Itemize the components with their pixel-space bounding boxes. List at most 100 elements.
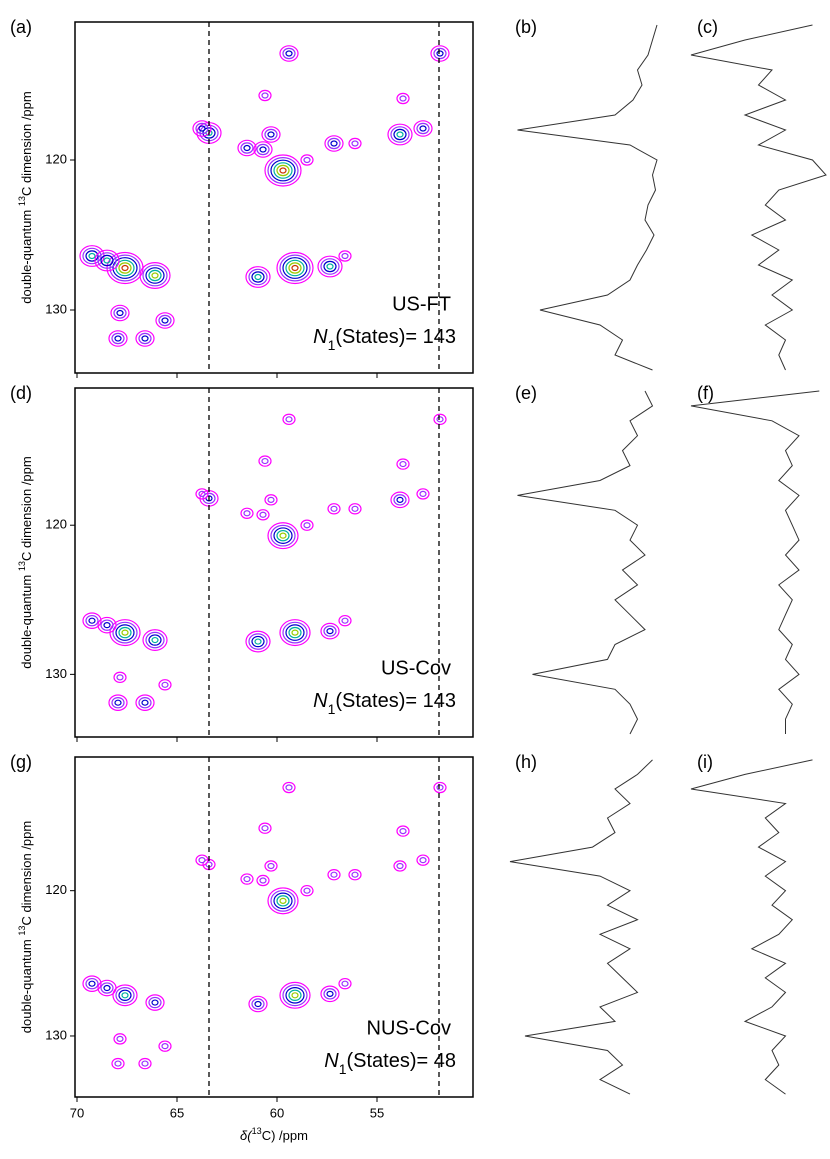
contour-ring [317,255,343,278]
contour-ring [139,262,171,290]
contour-ring [288,989,302,1001]
contour-ring [111,696,125,709]
contour-ring [110,304,130,322]
contour-ring [145,994,165,1011]
x-tick-label: 65 [170,1105,184,1120]
contour-ring [436,50,444,57]
peak [279,981,311,1009]
contour-ring [121,992,129,999]
contour-ring [348,868,362,881]
peak [282,413,296,426]
text-part: 1 [328,337,336,353]
peak [158,1040,172,1052]
peak [396,458,410,470]
contour-ring [112,984,138,1007]
peak [338,614,352,627]
peak [396,825,410,837]
y-axis-label: double-quantum 13C dimension /ppm [17,821,34,1033]
contour-ring [248,995,268,1013]
contour-ring [396,496,404,503]
contour-ring [195,488,209,500]
contour-ring [285,624,305,641]
peak [195,488,209,500]
plot-frame [74,756,474,1098]
contour-ring [338,977,352,990]
text-part: double-quantum [19,936,34,1034]
contour-ring [282,621,308,644]
contour-ring [256,874,270,887]
peak [279,619,311,647]
contour-ring [433,781,447,794]
contour-ring [251,635,265,648]
contour-ring [338,250,352,262]
contour-ring [118,626,132,639]
text-part: 1 [339,1061,347,1077]
contour-ring [396,131,404,138]
peak [94,249,120,272]
contour-ring [82,612,102,629]
contour-ring [121,264,129,272]
contour-ring [282,984,308,1007]
contour-ring [393,128,407,141]
contour-ring [248,268,268,286]
contour-ring [103,984,111,992]
peak [139,262,171,290]
contour-ring [253,141,273,158]
contour-ring [240,142,254,154]
contour-ring [258,455,272,467]
contour-ring [100,254,114,267]
x-tick-label: 70 [70,1105,84,1120]
contour-ring [341,252,349,260]
contour-ring [396,825,410,837]
contour-ring [195,854,209,866]
method-label: NUS-Cov [367,1017,451,1039]
contour-ring [151,272,159,279]
contour-ring [279,254,311,282]
x-axis-label: δ(13C) /ppm [240,1126,308,1143]
contour-ring [326,263,334,270]
peak [413,120,433,137]
contour-ring [267,522,299,550]
peak [320,985,340,1003]
y-tick-label: 130 [45,301,67,316]
contour-ring [267,887,299,915]
x-tick-label: 55 [370,1105,384,1120]
contour-ring [433,413,447,426]
contour-ring [114,1060,122,1067]
peak [245,266,271,288]
contour-ring [267,862,275,870]
contour-ring [261,126,281,143]
slice-trace [517,390,654,735]
method-label: US-Cov [381,657,451,679]
contour-ring [291,264,299,272]
points-note: N1(States)= 143 [313,326,456,352]
contour-ring [148,269,162,282]
contour-ring [436,784,444,791]
contour-ring [114,335,122,342]
contour-ring [259,511,267,518]
peak [192,120,212,137]
contour-ring [300,884,314,897]
y-axis-label: double-quantum 13C dimension /ppm [17,91,34,303]
contour-ring [116,1035,124,1042]
contour-ring [419,125,427,132]
slice-trace [517,24,658,371]
peak [258,822,272,834]
text-part: 13 [17,561,27,571]
peak [264,154,302,187]
peak [97,616,117,634]
peak [433,781,447,794]
contour-ring [97,616,117,634]
contour-ring [300,154,314,166]
peak [264,860,278,872]
contour-ring [341,980,349,987]
contour-ring [82,975,102,992]
contour-ring [240,873,254,885]
contour-ring [288,262,302,274]
contour-ring [116,309,124,317]
contour-ring [142,264,168,287]
peak [142,629,168,651]
contour-ring [351,871,359,878]
peak [348,503,362,515]
text-part: (States)= 48 [346,1050,456,1072]
